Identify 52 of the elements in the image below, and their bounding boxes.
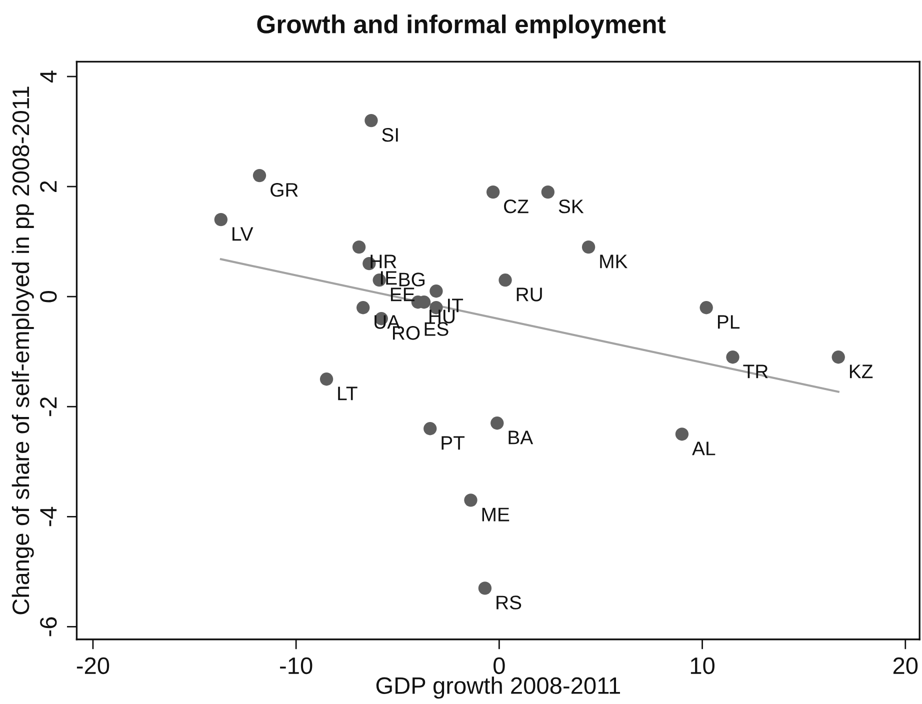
- annotation: SK: [558, 200, 584, 214]
- annotation: LT: [338, 386, 358, 400]
- annotation: PL: [718, 315, 740, 329]
- x-axis-title: GDP growth 2008-2011: [376, 676, 620, 699]
- point: [214, 212, 228, 226]
- annotation: PT: [442, 436, 465, 450]
- annotation: GR: [270, 183, 298, 197]
- annotation: ES: [424, 322, 448, 336]
- y-axis-title: Change of share of self-employed in pp 2008-2011: [12, 86, 34, 614]
- point: [478, 582, 492, 595]
- point: [430, 284, 443, 298]
- y-tick-label: 4: [40, 70, 57, 83]
- point: [490, 416, 504, 430]
- annotation: AL: [692, 442, 716, 456]
- annotation: RU: [516, 288, 542, 302]
- annotation: BA: [508, 430, 534, 444]
- annotation: ME: [482, 508, 510, 522]
- annotation: LV: [232, 227, 254, 241]
- x-tick-label: -20: [76, 657, 110, 674]
- point: [464, 494, 478, 507]
- annotation: CZ: [504, 200, 528, 214]
- point: [541, 185, 555, 199]
- x-tick-label: -10: [280, 657, 312, 674]
- point: [498, 274, 512, 287]
- point: [582, 240, 596, 254]
- chart-title: Growth and informal employment: [257, 14, 666, 38]
- point: [726, 350, 740, 364]
- point: [252, 168, 266, 182]
- x-tick-label: 10: [690, 657, 714, 674]
- point: [364, 114, 378, 128]
- y-tick-label: -4: [40, 506, 57, 526]
- annotation: RS: [496, 596, 522, 610]
- annotation: TR: [743, 364, 768, 378]
- y-tick-label: -6: [40, 617, 57, 636]
- annotation: BG: [399, 272, 424, 286]
- x-tick-label: 0: [494, 657, 505, 674]
- point: [352, 240, 366, 254]
- annotation: KZ: [850, 364, 873, 378]
- point: [424, 422, 437, 436]
- annotation: EE: [390, 288, 414, 302]
- annotation: SI: [382, 128, 398, 142]
- point: [486, 185, 500, 199]
- x-tick-label: 20: [893, 657, 918, 674]
- y-tick-label: 0: [40, 290, 57, 302]
- point: [356, 301, 370, 314]
- point: [700, 301, 713, 314]
- y-tick-label: -2: [40, 397, 57, 416]
- annotation: MK: [600, 254, 628, 268]
- point: [320, 372, 334, 386]
- y-tick-label: 2: [40, 181, 57, 192]
- point: [675, 428, 689, 441]
- point: [832, 350, 845, 364]
